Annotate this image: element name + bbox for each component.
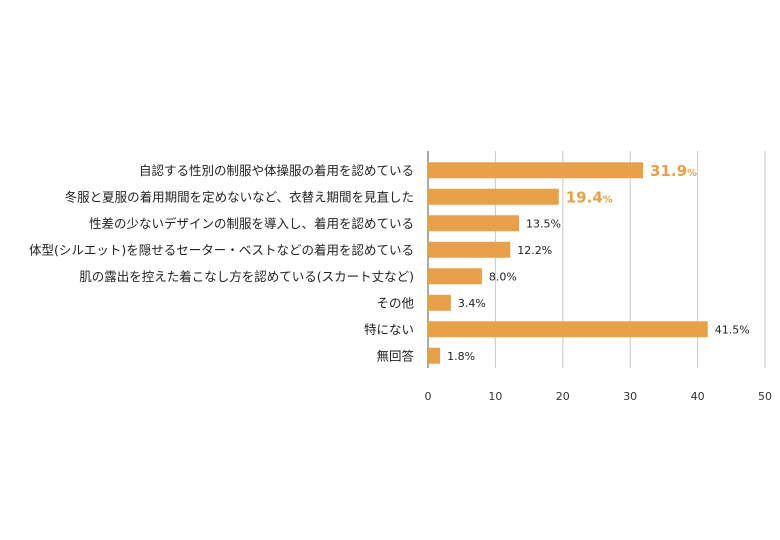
category-label: 冬服と夏服の着用期間を定めないなど、衣替え期間を見直した	[65, 189, 414, 204]
bar	[428, 294, 451, 311]
category-label: 肌の露出を控えた着こなし方を認めている(スカート丈など)	[79, 269, 414, 284]
category-label: 無回答	[376, 348, 414, 363]
category-label: 体型(シルエット)を隠せるセーター・ベストなどの着用を認めている	[29, 242, 414, 257]
x-tick-label: 0	[425, 390, 432, 403]
value-label: 1.8%	[447, 350, 475, 363]
bar	[428, 188, 559, 205]
value-label: 8.0%	[489, 270, 517, 283]
bar	[428, 268, 482, 285]
bar	[428, 241, 511, 258]
value-label: 3.4%	[458, 297, 486, 310]
value-label: 12.2%	[517, 244, 552, 257]
value-label: 41.5%	[715, 323, 750, 336]
category-label: 自認する性別の制服や体操服の着用を認めている	[139, 163, 414, 178]
value-label-highlight: 19.4%	[566, 188, 613, 206]
category-label: 特にない	[364, 322, 414, 337]
bar	[428, 321, 708, 338]
category-labels: 自認する性別の制服や体操服の着用を認めている冬服と夏服の着用期間を定めないなど、…	[29, 163, 415, 364]
bar	[428, 347, 441, 364]
x-tick-label: 50	[758, 390, 772, 403]
category-label: その他	[376, 295, 414, 310]
category-label: 性差の少ないデザインの制服を導入し、着用を認めている	[89, 216, 414, 231]
bar	[428, 162, 644, 179]
x-tick-label: 30	[623, 390, 637, 403]
bars	[428, 162, 708, 364]
x-tick-label: 40	[691, 390, 705, 403]
bar	[428, 215, 519, 232]
x-axis-ticks: 0 10 20 30 40 50	[425, 390, 773, 403]
value-labels: 31.9% 19.4% 13.5% 12.2%8.0% 3.4% 41.5% 1.8%	[447, 162, 750, 363]
value-label-highlight: 31.9%	[650, 162, 697, 180]
x-tick-label: 10	[488, 390, 502, 403]
x-tick-label: 20	[556, 390, 570, 403]
value-label: 13.5%	[526, 217, 561, 230]
